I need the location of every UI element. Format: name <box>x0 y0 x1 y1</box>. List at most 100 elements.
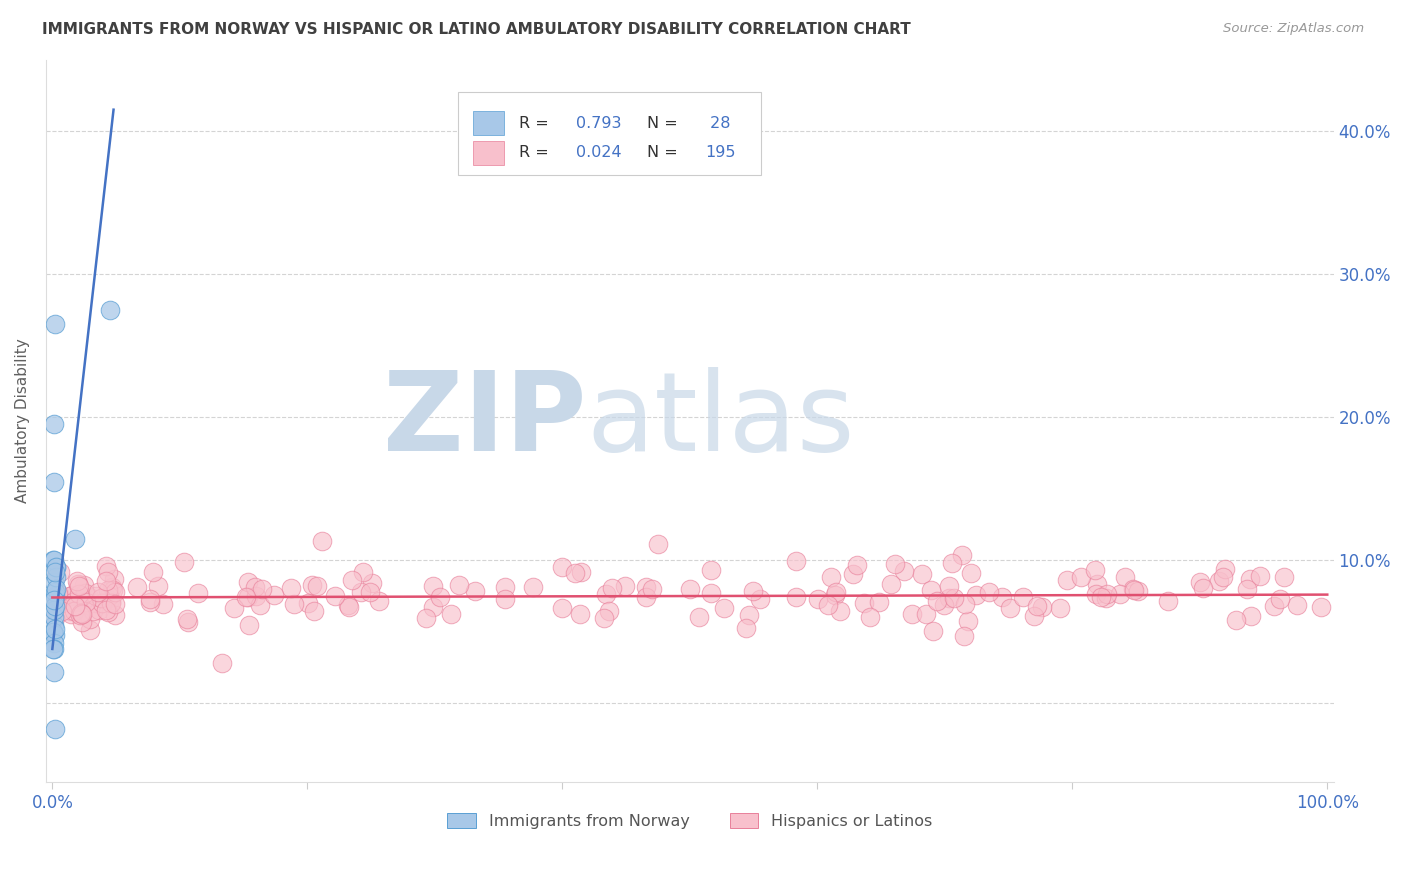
Point <box>82 604 104 618</box>
Point <box>1270 591 1292 606</box>
Point <box>87 603 110 617</box>
Point <box>1239 572 1261 586</box>
Point <box>842 566 865 581</box>
Point <box>429 590 451 604</box>
Text: R =: R = <box>519 145 554 161</box>
Point <box>65 599 87 613</box>
Point <box>44 565 66 579</box>
Text: atlas: atlas <box>586 368 855 475</box>
Text: R =: R = <box>519 116 554 130</box>
Point <box>173 555 195 569</box>
Point <box>42 636 65 650</box>
Point <box>368 594 391 608</box>
Point <box>569 565 592 579</box>
Point <box>44 665 66 679</box>
Point <box>824 588 846 602</box>
Point <box>494 580 516 594</box>
Point <box>342 573 364 587</box>
Point <box>42 617 65 632</box>
Point <box>1236 582 1258 596</box>
Point <box>598 604 620 618</box>
Point <box>1000 600 1022 615</box>
Point <box>75 594 97 608</box>
Point <box>464 584 486 599</box>
Point <box>42 574 65 589</box>
Point <box>1240 609 1263 624</box>
Point <box>73 586 96 600</box>
Point <box>42 624 65 639</box>
Point <box>938 579 960 593</box>
Point <box>66 595 89 609</box>
Point <box>142 566 165 580</box>
Point <box>713 601 735 615</box>
Point <box>785 554 807 568</box>
Point <box>910 566 932 581</box>
Point <box>422 579 444 593</box>
Point <box>90 591 112 606</box>
Point <box>297 596 319 610</box>
Point <box>1121 582 1143 596</box>
Point <box>49 597 72 611</box>
Point <box>139 591 162 606</box>
Point <box>1022 608 1045 623</box>
Point <box>901 607 924 621</box>
Point <box>77 591 100 605</box>
Point <box>211 657 233 671</box>
Point <box>97 565 120 579</box>
Point <box>925 594 948 608</box>
FancyBboxPatch shape <box>474 111 505 136</box>
Point <box>1188 575 1211 590</box>
Point <box>45 560 67 574</box>
Text: 0.024: 0.024 <box>576 145 621 161</box>
Point <box>564 566 586 580</box>
Point <box>522 580 544 594</box>
Point <box>1156 593 1178 607</box>
Point <box>44 318 66 332</box>
Point <box>634 580 657 594</box>
Point <box>139 595 162 609</box>
Point <box>941 556 963 570</box>
Point <box>845 558 868 573</box>
Point <box>1083 563 1105 577</box>
Point <box>84 589 107 603</box>
Legend: Immigrants from Norway, Hispanics or Latinos: Immigrants from Norway, Hispanics or Lat… <box>441 806 939 836</box>
Point <box>688 610 710 624</box>
Point <box>1095 591 1118 605</box>
Point <box>44 628 66 642</box>
Point <box>84 596 107 610</box>
Point <box>70 607 93 621</box>
Point <box>42 610 65 624</box>
Point <box>950 548 973 562</box>
Point <box>42 593 65 607</box>
Point <box>1011 590 1033 604</box>
Point <box>235 590 257 604</box>
Point <box>104 607 127 622</box>
Point <box>311 534 333 549</box>
Point <box>634 590 657 604</box>
Point <box>1095 587 1118 601</box>
Point <box>97 583 120 598</box>
Point <box>817 598 839 612</box>
Point <box>44 584 66 599</box>
Point <box>932 598 955 612</box>
Y-axis label: Ambulatory Disability: Ambulatory Disability <box>15 338 30 503</box>
Point <box>104 585 127 599</box>
Point <box>42 603 65 617</box>
Point <box>44 589 66 603</box>
Point <box>959 566 981 580</box>
Point <box>73 578 96 592</box>
Point <box>97 605 120 619</box>
Point <box>1212 570 1234 584</box>
Point <box>44 553 66 567</box>
Point <box>830 604 852 618</box>
FancyBboxPatch shape <box>474 141 505 165</box>
Point <box>127 580 149 594</box>
Point <box>96 603 118 617</box>
Point <box>177 615 200 629</box>
Text: 195: 195 <box>706 145 735 161</box>
Point <box>350 585 373 599</box>
Text: 0.793: 0.793 <box>576 116 621 130</box>
Point <box>44 570 66 584</box>
Point <box>1191 582 1213 596</box>
Point <box>42 417 65 432</box>
